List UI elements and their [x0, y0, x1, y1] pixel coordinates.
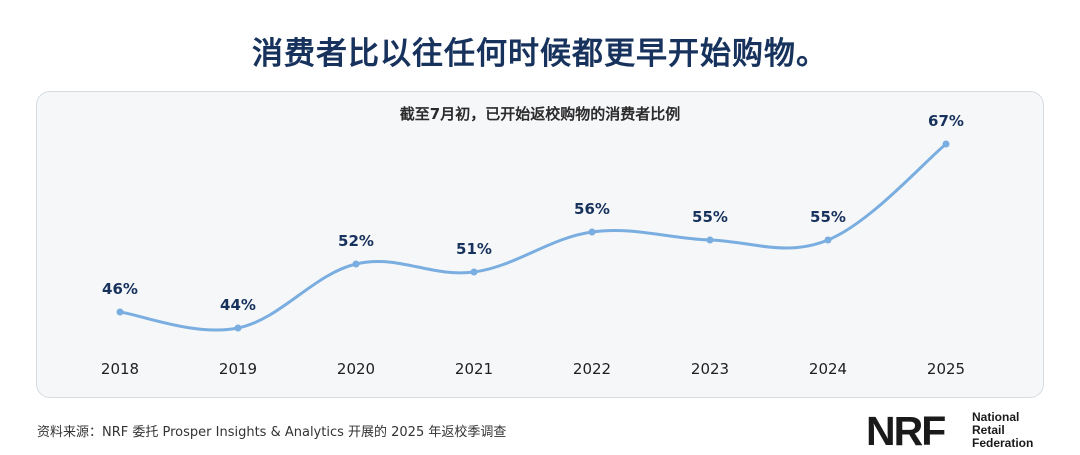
data-point-2022 — [588, 228, 596, 236]
value-label-2020: 52% — [338, 232, 374, 250]
value-label-2018: 46% — [102, 280, 138, 298]
value-label-2021: 51% — [456, 240, 492, 258]
value-label-2019: 44% — [220, 296, 256, 314]
x-axis-tick-labels: 2018 2019 2020 2021 2022 2023 2024 2025 — [101, 360, 965, 378]
source-note: 资料来源：NRF 委托 Prosper Insights & Analytics… — [37, 425, 507, 440]
logo-line-1: National — [972, 410, 1020, 424]
data-point-2018 — [116, 308, 124, 316]
logo-mark: NRF — [866, 408, 946, 454]
x-tick-label-2020: 2020 — [337, 360, 375, 378]
data-point-2021 — [470, 268, 478, 276]
x-tick-label-2023: 2023 — [691, 360, 729, 378]
nrf-logo: NRF National Retail Federation — [866, 409, 1056, 453]
x-tick-label-2021: 2021 — [455, 360, 493, 378]
chart-card — [36, 91, 1044, 398]
x-tick-label-2022: 2022 — [573, 360, 611, 378]
data-point-2025 — [942, 140, 950, 148]
data-points — [116, 140, 950, 332]
chart-title: 截至7月初，已开始返校购物的消费者比例 — [399, 105, 681, 123]
x-tick-label-2019: 2019 — [219, 360, 257, 378]
data-point-2019 — [234, 324, 242, 332]
series-line — [118, 142, 948, 332]
value-labels: 46% 44% 52% 51% 56% 55% 55% 67% — [102, 112, 964, 314]
x-tick-label-2018: 2018 — [101, 360, 139, 378]
value-label-2022: 56% — [574, 200, 610, 218]
x-tick-label-2024: 2024 — [809, 360, 847, 378]
data-point-2023 — [706, 236, 714, 244]
data-point-2020 — [352, 260, 360, 268]
logo-text: National Retail Federation — [972, 411, 1033, 450]
data-point-2024 — [824, 236, 832, 244]
value-label-2024: 55% — [810, 208, 846, 226]
x-tick-label-2025: 2025 — [927, 360, 965, 378]
value-label-2023: 55% — [692, 208, 728, 226]
logo-line-3: Federation — [972, 436, 1034, 450]
headline: 消费者比以往任何时候都更早开始购物。 — [252, 36, 828, 72]
value-label-2025: 67% — [928, 112, 964, 130]
logo-line-2: Retail — [972, 423, 1005, 437]
